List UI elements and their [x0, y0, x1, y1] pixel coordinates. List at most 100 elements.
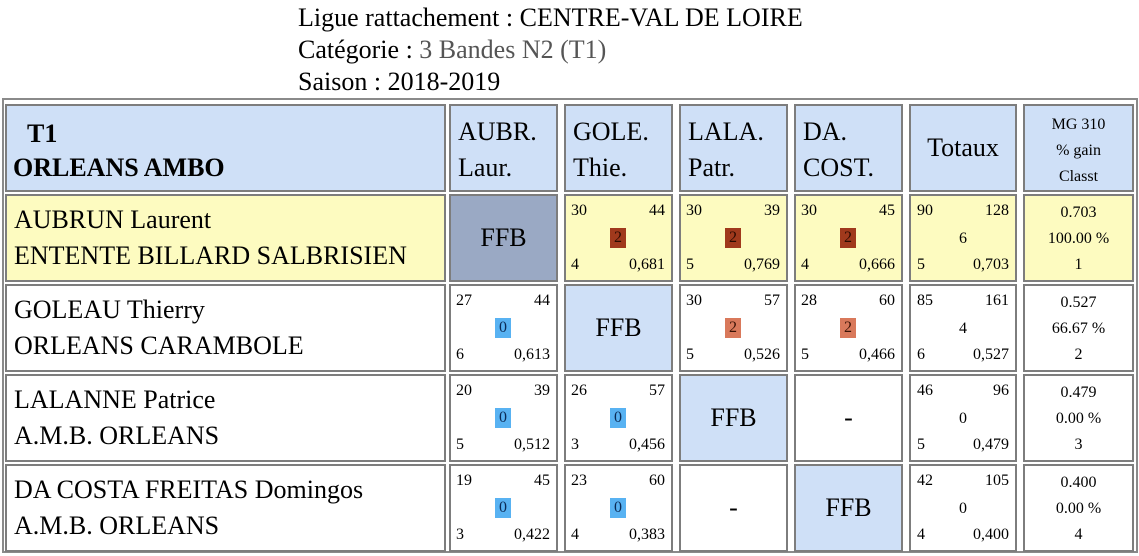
match-result-cell: 30 44 2 4 0,681 — [564, 194, 673, 282]
match-score-badge: 2 — [840, 318, 856, 338]
totals-reprises: 161 — [985, 292, 1009, 309]
match-result-cell: 27 44 0 6 0,613 — [449, 284, 558, 372]
match-innings: 5 — [686, 256, 694, 273]
match-points: 30 — [686, 202, 702, 219]
match-result-cell: 20 39 0 5 0,512 — [449, 374, 558, 462]
column-header-line2: Patr. — [688, 153, 735, 182]
mg-cell: 0.703 100.00 % 1 — [1023, 194, 1134, 282]
group-club: ORLEANS AMBO — [13, 153, 225, 182]
match-result-cell: 30 45 2 4 0,666 — [794, 194, 903, 282]
match-innings: 5 — [801, 346, 809, 363]
no-match-label: - — [844, 403, 853, 432]
totals-points: 42 — [917, 472, 933, 489]
totals-innings: 6 — [917, 346, 925, 363]
match-innings: 4 — [571, 256, 579, 273]
match-points: 26 — [571, 382, 587, 399]
column-header-line1: LALA. — [688, 117, 764, 146]
match-reprises: 39 — [764, 202, 780, 219]
mg-gain-percent: 66.67 % — [1051, 320, 1106, 337]
totals-points: 85 — [917, 292, 933, 309]
mg-gain-percent: 0.00 % — [1055, 500, 1102, 517]
match-score-badge: 0 — [610, 498, 626, 518]
match-average: 0,466 — [859, 346, 895, 363]
categorie-line: Catégorie : 3 Bandes N2 (T1) — [298, 34, 606, 66]
match-average: 0,526 — [744, 346, 780, 363]
totals-score: 6 — [959, 230, 967, 247]
mg-rank: 1 — [1074, 256, 1083, 273]
totals-cell: 85 161 4 6 0,527 — [909, 284, 1017, 372]
ligue-value: CENTRE-VAL DE LOIRE — [519, 3, 803, 32]
totals-score: 4 — [959, 320, 967, 337]
mg-average: 0.527 — [1060, 294, 1097, 311]
match-result-cell: 26 57 0 3 0,456 — [564, 374, 673, 462]
player-column-header: DA. COST. — [794, 104, 903, 192]
match-points: 28 — [801, 292, 817, 309]
player-club: A.M.B. ORLEANS — [14, 421, 220, 450]
player-column-header: LALA. Patr. — [679, 104, 788, 192]
mg-cell: 0.527 66.67 % 2 — [1023, 284, 1134, 372]
totals-innings: 4 — [917, 526, 925, 543]
totals-cell: 42 105 0 4 0,400 — [909, 464, 1017, 552]
match-score-badge: 0 — [495, 498, 511, 518]
player-club: A.M.B. ORLEANS — [14, 511, 220, 540]
match-innings: 5 — [686, 346, 694, 363]
self-match-cell: FFB — [564, 284, 673, 372]
player-column-header: AUBR. Laur. — [449, 104, 558, 192]
match-score-badge: 0 — [495, 408, 511, 428]
totals-header-cell: Totaux — [909, 104, 1017, 192]
self-match-cell: FFB — [794, 464, 903, 552]
mg-gain-percent: 100.00 % — [1047, 230, 1110, 247]
match-points: 23 — [571, 472, 587, 489]
totals-score: 0 — [959, 410, 967, 427]
match-score-badge: 2 — [840, 228, 856, 248]
totals-innings: 5 — [917, 436, 925, 453]
column-header-line1: AUBR. — [458, 117, 537, 146]
match-reprises: 44 — [534, 292, 550, 309]
match-reprises: 57 — [649, 382, 665, 399]
mg-gain-percent: 0.00 % — [1055, 410, 1102, 427]
totals-average: 0,527 — [973, 346, 1009, 363]
saison-line: Saison : 2018-2019 — [298, 66, 500, 98]
match-points: 30 — [801, 202, 817, 219]
match-average: 0,666 — [859, 256, 895, 273]
totals-cell: 46 96 0 5 0,479 — [909, 374, 1017, 462]
match-points: 20 — [456, 382, 472, 399]
match-average: 0,512 — [514, 436, 550, 453]
mg-average: 0.479 — [1060, 384, 1097, 401]
match-result-cell: 30 39 2 5 0,769 — [679, 194, 788, 282]
match-result-cell: 28 60 2 5 0,466 — [794, 284, 903, 372]
match-average: 0,383 — [629, 526, 665, 543]
match-innings: 5 — [456, 436, 464, 453]
mg-header-line2: % gain — [1056, 142, 1101, 159]
self-match-cell: FFB — [449, 194, 558, 282]
player-name-cell: AUBRUN Laurent ENTENTE BILLARD SALBRISIEN — [5, 194, 446, 282]
no-match-cell: - — [679, 464, 788, 552]
self-match-label: FFB — [480, 223, 527, 252]
match-points: 30 — [686, 292, 702, 309]
player-name: GOLEAU Thierry — [14, 295, 205, 324]
match-average: 0,681 — [629, 256, 665, 273]
no-match-cell: - — [794, 374, 903, 462]
match-reprises: 60 — [649, 472, 665, 489]
match-innings: 3 — [571, 436, 579, 453]
player-club: ENTENTE BILLARD SALBRISIEN — [14, 241, 407, 270]
match-points: 30 — [571, 202, 587, 219]
match-reprises: 39 — [534, 382, 550, 399]
match-points: 19 — [456, 472, 472, 489]
player-name: AUBRUN Laurent — [14, 205, 212, 234]
saison-label: Saison : — [298, 67, 388, 96]
column-header-line2: Laur. — [458, 153, 513, 182]
mg-rank: 4 — [1074, 526, 1083, 543]
totals-average: 0,703 — [973, 256, 1009, 273]
match-average: 0,769 — [744, 256, 780, 273]
match-reprises: 45 — [879, 202, 895, 219]
match-result-cell: 23 60 0 4 0,383 — [564, 464, 673, 552]
mg-header-cell: MG 310 % gain Classt — [1023, 104, 1134, 192]
ligue-label: Ligue rattachement : — [298, 3, 520, 32]
match-reprises: 45 — [534, 472, 550, 489]
categorie-label: Catégorie : — [298, 35, 420, 64]
match-score-badge: 0 — [610, 408, 626, 428]
column-header-line2: Thie. — [573, 153, 628, 182]
match-innings: 3 — [456, 526, 464, 543]
column-header-line2: COST. — [803, 153, 875, 182]
